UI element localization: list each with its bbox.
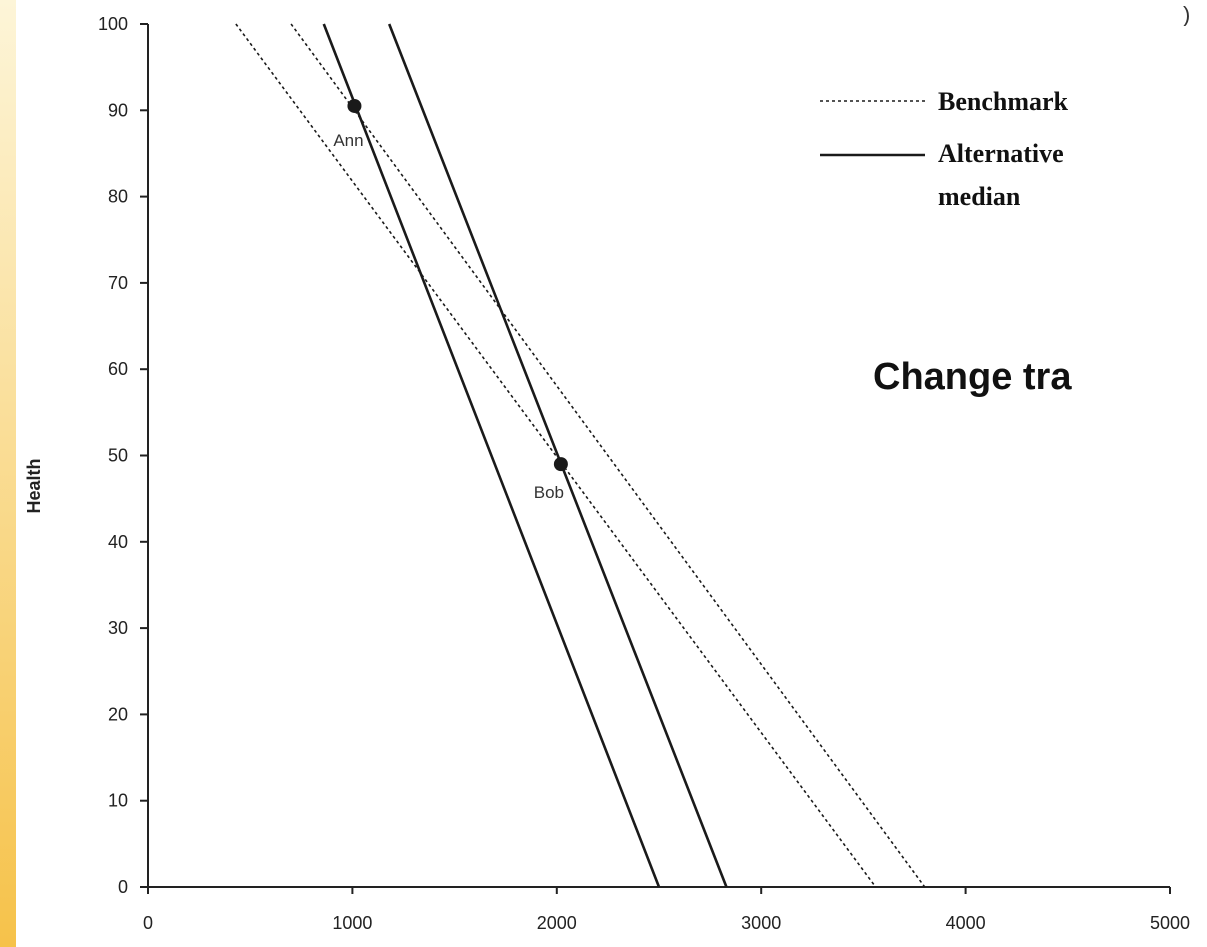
legend-label-alternative-median: Alternative median [938,139,1064,211]
corner-mark: ) [1183,4,1191,26]
y-tick-label: 100 [98,14,128,34]
y-tick-label: 50 [108,446,128,466]
series-line-dashed-4 [290,23,926,888]
series-line-solid-2 [387,23,728,888]
x-tick-label: 2000 [537,913,577,933]
y-ticks: 0 10 20 30 40 50 60 70 80 90 100 [98,14,148,897]
legend-label-benchmark: Benchmark [938,87,1069,116]
y-tick-label: 0 [118,877,128,897]
y-tick-label: 60 [108,359,128,379]
y-tick-label: 20 [108,704,128,724]
y-tick-label: 30 [108,618,128,638]
y-tick-label: 90 [108,100,128,120]
y-tick-label: 10 [108,791,128,811]
data-point-bob [553,457,568,472]
x-tick-label: 3000 [741,913,781,933]
series-lines [235,23,926,888]
y-axis-title: Health [24,458,44,513]
decorative-left-band [0,0,16,947]
y-tick-label: 40 [108,532,128,552]
x-ticks: 0 1000 2000 3000 4000 5000 [143,887,1190,933]
series-line-dashed-3 [235,23,877,888]
point-label-bob: Bob [534,483,564,502]
y-tick-label: 70 [108,273,128,293]
legend: Benchmark Alternative median [820,87,1069,211]
x-tick-label: 0 [143,913,153,933]
slide-caption: Change tra [873,356,1072,398]
data-point-ann [347,98,362,113]
series-line-solid-1 [322,23,661,888]
x-tick-label: 4000 [946,913,986,933]
y-tick-label: 80 [108,187,128,207]
data-points: Ann Bob [333,98,568,502]
x-tick-label: 5000 [1150,913,1190,933]
point-label-ann: Ann [333,131,363,150]
x-tick-label: 1000 [332,913,372,933]
